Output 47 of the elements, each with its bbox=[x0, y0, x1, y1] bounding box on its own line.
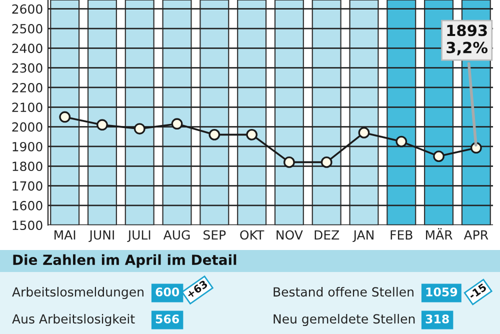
y-tick-label: 1700 bbox=[12, 181, 42, 191]
text: Aus Arbeitslosigkeit bbox=[12, 314, 135, 326]
text: Die Zahlen im April im Detail bbox=[13, 254, 236, 268]
y-tick-label: 1500 bbox=[12, 220, 42, 230]
text: 1059 bbox=[426, 287, 458, 296]
y-tick-label: 1600 bbox=[12, 200, 42, 210]
text: Arbeitslosmeldungen bbox=[12, 286, 144, 300]
text: -15 bbox=[468, 283, 487, 300]
y-tick-label: 1900 bbox=[12, 142, 42, 152]
y-tick-label: 2400 bbox=[12, 44, 42, 54]
point bbox=[284, 156, 295, 168]
x-tick-label: APR bbox=[464, 230, 488, 240]
text: +63 bbox=[186, 280, 208, 299]
y-tick-label: 2100 bbox=[12, 102, 42, 112]
x-tick-label: JUNI bbox=[88, 230, 114, 242]
x-tick-label: AUG bbox=[163, 230, 190, 240]
point bbox=[59, 111, 71, 123]
x-tick-label: SEP bbox=[204, 230, 226, 240]
point bbox=[246, 128, 258, 140]
x-tick-label: MAI bbox=[54, 230, 76, 240]
point bbox=[358, 127, 370, 138]
x-tick-label: DEZ bbox=[314, 230, 340, 240]
text: 318 bbox=[426, 314, 449, 324]
y-tick-label: 2600 bbox=[12, 4, 42, 14]
x-tick-label: FEB bbox=[390, 230, 412, 240]
x-tick-label: OKT bbox=[240, 230, 264, 240]
y-tick-label: 2300 bbox=[12, 63, 42, 73]
point bbox=[396, 136, 408, 148]
point bbox=[208, 128, 220, 140]
point bbox=[134, 123, 146, 134]
point bbox=[433, 150, 444, 162]
x-tick-label: NOV bbox=[276, 230, 303, 240]
y-tick-label: 2500 bbox=[12, 24, 42, 34]
y-tick-label: 2000 bbox=[12, 122, 42, 132]
point bbox=[171, 118, 183, 130]
annotation: 1893 3,2% bbox=[446, 24, 488, 56]
y-tick-label: 1800 bbox=[12, 162, 42, 172]
x-tick-label: MÄR bbox=[426, 228, 452, 240]
x-tick-label: JULI bbox=[127, 230, 150, 242]
point bbox=[320, 156, 332, 168]
x-tick-label: JAN bbox=[352, 230, 374, 242]
text: Neu gemeldete Stellen bbox=[274, 314, 415, 326]
text: 600 bbox=[156, 287, 180, 296]
text: 566 bbox=[156, 314, 180, 324]
point bbox=[96, 119, 108, 131]
text: Bestand offene Stellen bbox=[274, 286, 414, 297]
y-tick-label: 2200 bbox=[12, 82, 42, 92]
